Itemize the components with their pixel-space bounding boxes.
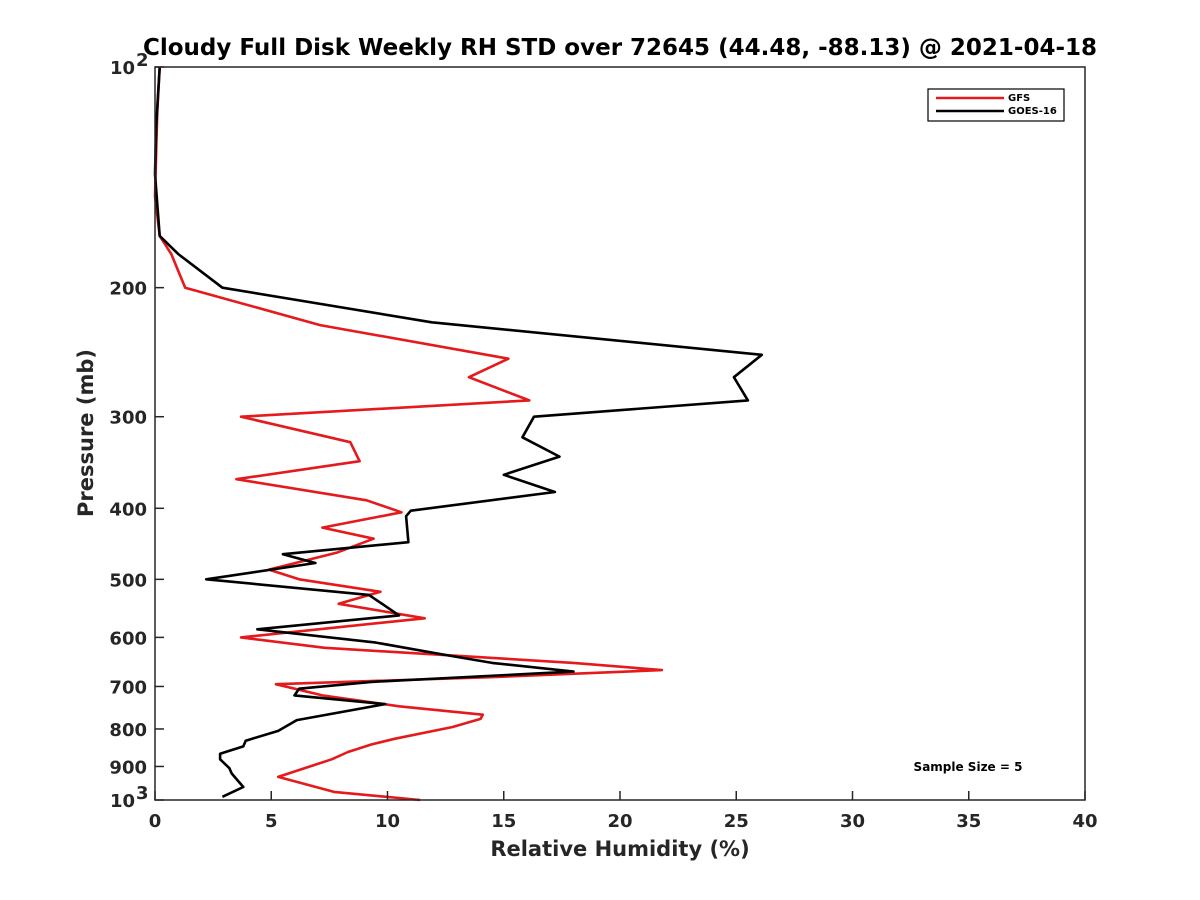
x-tick-label: 40 xyxy=(1072,811,1097,832)
y-tick-label: 900 xyxy=(109,757,147,778)
y-axis-label: Pressure (mb) xyxy=(74,349,98,517)
x-axis-label: Relative Humidity (%) xyxy=(490,837,749,861)
plot-area-frame xyxy=(154,66,1086,801)
chart-title: Cloudy Full Disk Weekly RH STD over 7264… xyxy=(143,35,1097,61)
y-tick-exponent: 3 xyxy=(136,783,149,804)
y-tick-label: 500 xyxy=(109,570,147,591)
legend-label-goes16: GOES-16 xyxy=(1008,106,1057,117)
x-axis-ticks: 0 5 10 15 20 25 30 35 40 xyxy=(149,791,1098,832)
legend: GFS GOES-16 xyxy=(927,88,1065,122)
y-tick-label: 300 xyxy=(109,408,147,429)
x-tick-label: 35 xyxy=(956,811,981,832)
x-tick-label: 30 xyxy=(840,811,865,832)
y-tick-exponent: 2 xyxy=(136,50,149,71)
x-tick-label: 0 xyxy=(149,811,162,832)
y-tick-label: 800 xyxy=(109,720,147,741)
y-tick-label: 600 xyxy=(109,628,147,649)
y-tick-label: 200 xyxy=(109,279,147,300)
x-tick-label: 20 xyxy=(607,811,632,832)
x-tick-label: 10 xyxy=(375,811,400,832)
x-tick-label: 25 xyxy=(724,811,749,832)
legend-label-gfs: GFS xyxy=(1008,93,1030,104)
y-tick-label: 10 xyxy=(110,58,135,79)
y-tick-label: 10 xyxy=(110,791,135,812)
sample-size-annotation: Sample Size = 5 xyxy=(914,760,1023,774)
series-line-goes16 xyxy=(153,66,764,798)
y-tick-label: 400 xyxy=(109,499,147,520)
y-tick-label: 700 xyxy=(109,677,147,698)
series-layer xyxy=(153,66,764,802)
x-tick-label: 15 xyxy=(491,811,516,832)
legend-box xyxy=(927,88,1065,122)
x-tick-label: 5 xyxy=(265,811,278,832)
series-line-gfs xyxy=(153,66,664,802)
